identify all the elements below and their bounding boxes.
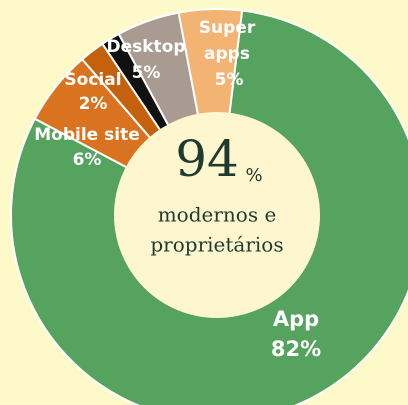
center-unit: % — [245, 165, 262, 186]
center-text: proprietários — [150, 233, 283, 257]
slice-label: Social — [64, 70, 121, 90]
slice-label: Mobile site — [34, 125, 139, 145]
slice — [10, 9, 408, 405]
value-label: 5% — [215, 70, 244, 90]
value-label: 2% — [79, 94, 108, 114]
center-value: 94 — [175, 130, 239, 188]
slice-label: Desktop — [106, 37, 185, 57]
value-label: 6% — [73, 150, 102, 170]
slice-label: App — [273, 307, 319, 331]
value-label: 82% — [271, 337, 321, 361]
slices — [10, 8, 408, 405]
center-text: modernos e — [158, 203, 277, 227]
donut-hole — [114, 112, 320, 318]
slice — [177, 8, 244, 216]
slice-label: Super apps — [199, 18, 256, 64]
value-label: 5% — [132, 63, 161, 83]
